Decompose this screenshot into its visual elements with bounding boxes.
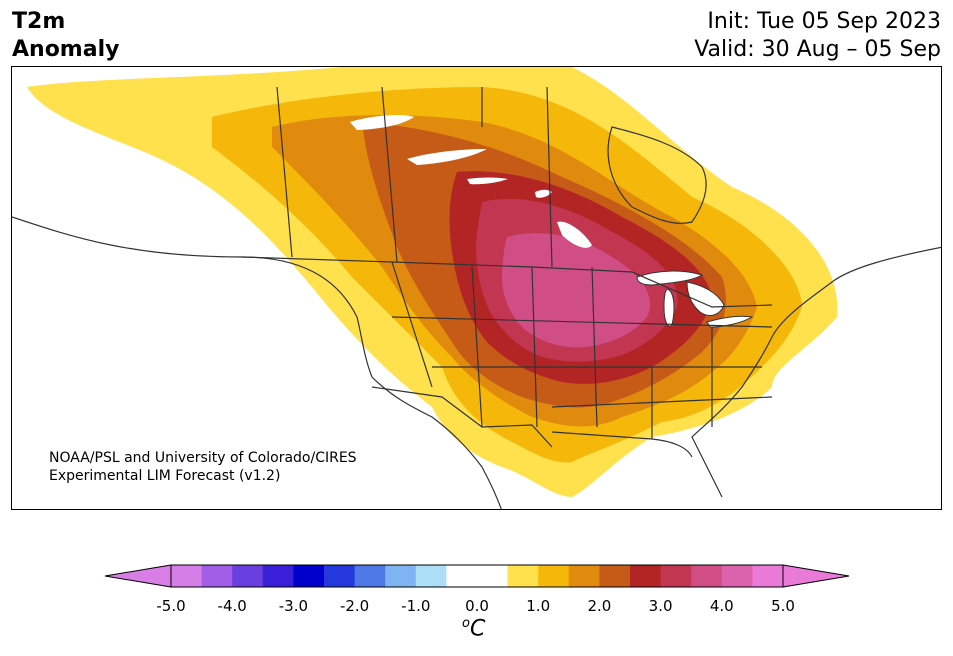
lake-michigan [663, 288, 675, 327]
colorbar-segment [324, 565, 356, 587]
east-coastline [691, 246, 941, 498]
lake-athabasca [407, 149, 487, 165]
lake-erie [706, 315, 754, 328]
state-line-7 [551, 396, 773, 408]
colorbar-segment [721, 565, 753, 587]
colorbar-tick-label: 2.0 [587, 597, 612, 615]
colorbar-unit-label: oC [462, 616, 485, 641]
colorbar-bar [104, 564, 850, 588]
credit-line-1: NOAA/PSL and University of Colorado/CIRE… [49, 450, 357, 466]
colorbar-segment [201, 565, 233, 587]
hudson-bay-coast [607, 126, 707, 224]
colorbar-segment [599, 565, 631, 587]
colorbar-segment [477, 565, 509, 587]
west-coastline [12, 216, 502, 509]
colorbar-segment [538, 565, 570, 587]
boundaries [12, 86, 941, 509]
water-bodies [350, 114, 754, 328]
valid-date: Valid: 30 Aug – 05 Sep [694, 37, 941, 62]
great-slave-lake [350, 114, 414, 130]
state-line-5 [391, 316, 773, 328]
colorbar-segment [691, 565, 723, 587]
province-line-2 [381, 86, 398, 263]
colorbar-segment [171, 565, 203, 587]
colorbar-tick-label: -5.0 [156, 597, 186, 615]
colorbar-outline [170, 564, 784, 588]
colorbar-tick-label: 5.0 [771, 597, 795, 615]
title-anomaly: Anomaly [12, 37, 120, 62]
colorbar-segment [385, 565, 417, 587]
map-canvas [12, 67, 941, 509]
colorbar-tick-label: 0.0 [465, 597, 489, 615]
colorbar-segment [415, 565, 447, 587]
colorbar-segment [568, 565, 600, 587]
colorbar-tick-label: 4.0 [709, 597, 734, 615]
anomaly-map [11, 66, 942, 510]
reindeer-lake [467, 177, 508, 185]
colorbar: -5.0 -4.0 -3.0 -2.0 -1.0 0.0 1.0 2.0 3.0 4.0 5.0 o… [100, 560, 860, 650]
lake-winnipeg [557, 221, 592, 248]
colorbar-segment [660, 565, 692, 587]
colorbar-tick-label: -4.0 [217, 597, 247, 615]
colorbar-segment [507, 565, 539, 587]
colorbar-segment [262, 565, 294, 587]
colorbar-segment [232, 565, 264, 587]
us-canada-border [241, 256, 773, 308]
state-line-2 [471, 266, 483, 428]
colorbar-segment [630, 565, 662, 587]
small-lake [535, 189, 552, 198]
state-line-4 [591, 266, 598, 428]
contour-3p5 [502, 233, 651, 348]
forecast-dates: Init: Tue 05 Sep 2023 Valid: 30 Aug – 05… [694, 8, 941, 64]
province-line-1 [276, 86, 293, 258]
unit-degree: o [462, 616, 470, 631]
colorbar-tick-label: -3.0 [278, 597, 309, 615]
anomaly-contours [27, 67, 838, 497]
state-line-1 [391, 261, 433, 388]
colorbar-segment [354, 565, 386, 587]
colorbar-segment [752, 565, 784, 587]
province-line-4 [546, 86, 553, 268]
colorbar-tick-label: -2.0 [339, 597, 370, 615]
unit-celsius: C [469, 616, 486, 642]
state-line-3 [531, 266, 538, 428]
gulf-coastline [551, 431, 693, 458]
colorbar-segment [293, 565, 325, 587]
credit-line-2: Experimental LIM Forecast (v1.2) [49, 468, 281, 484]
colorbar-tick-label: -1.0 [401, 597, 431, 615]
colorbar-tick-label: 1.0 [526, 597, 551, 615]
colorbar-segment [446, 565, 478, 587]
title-variable: T2m [12, 9, 66, 34]
colorbar-over-arrow [782, 564, 850, 588]
credit-text: NOAA/PSL and University of Colorado/CIRE… [49, 449, 357, 485]
colorbar-tick-label: 3.0 [648, 597, 673, 615]
map-title: T2m Anomaly [12, 8, 119, 64]
colorbar-under-arrow [104, 564, 172, 588]
init-date: Init: Tue 05 Sep 2023 [707, 9, 941, 34]
